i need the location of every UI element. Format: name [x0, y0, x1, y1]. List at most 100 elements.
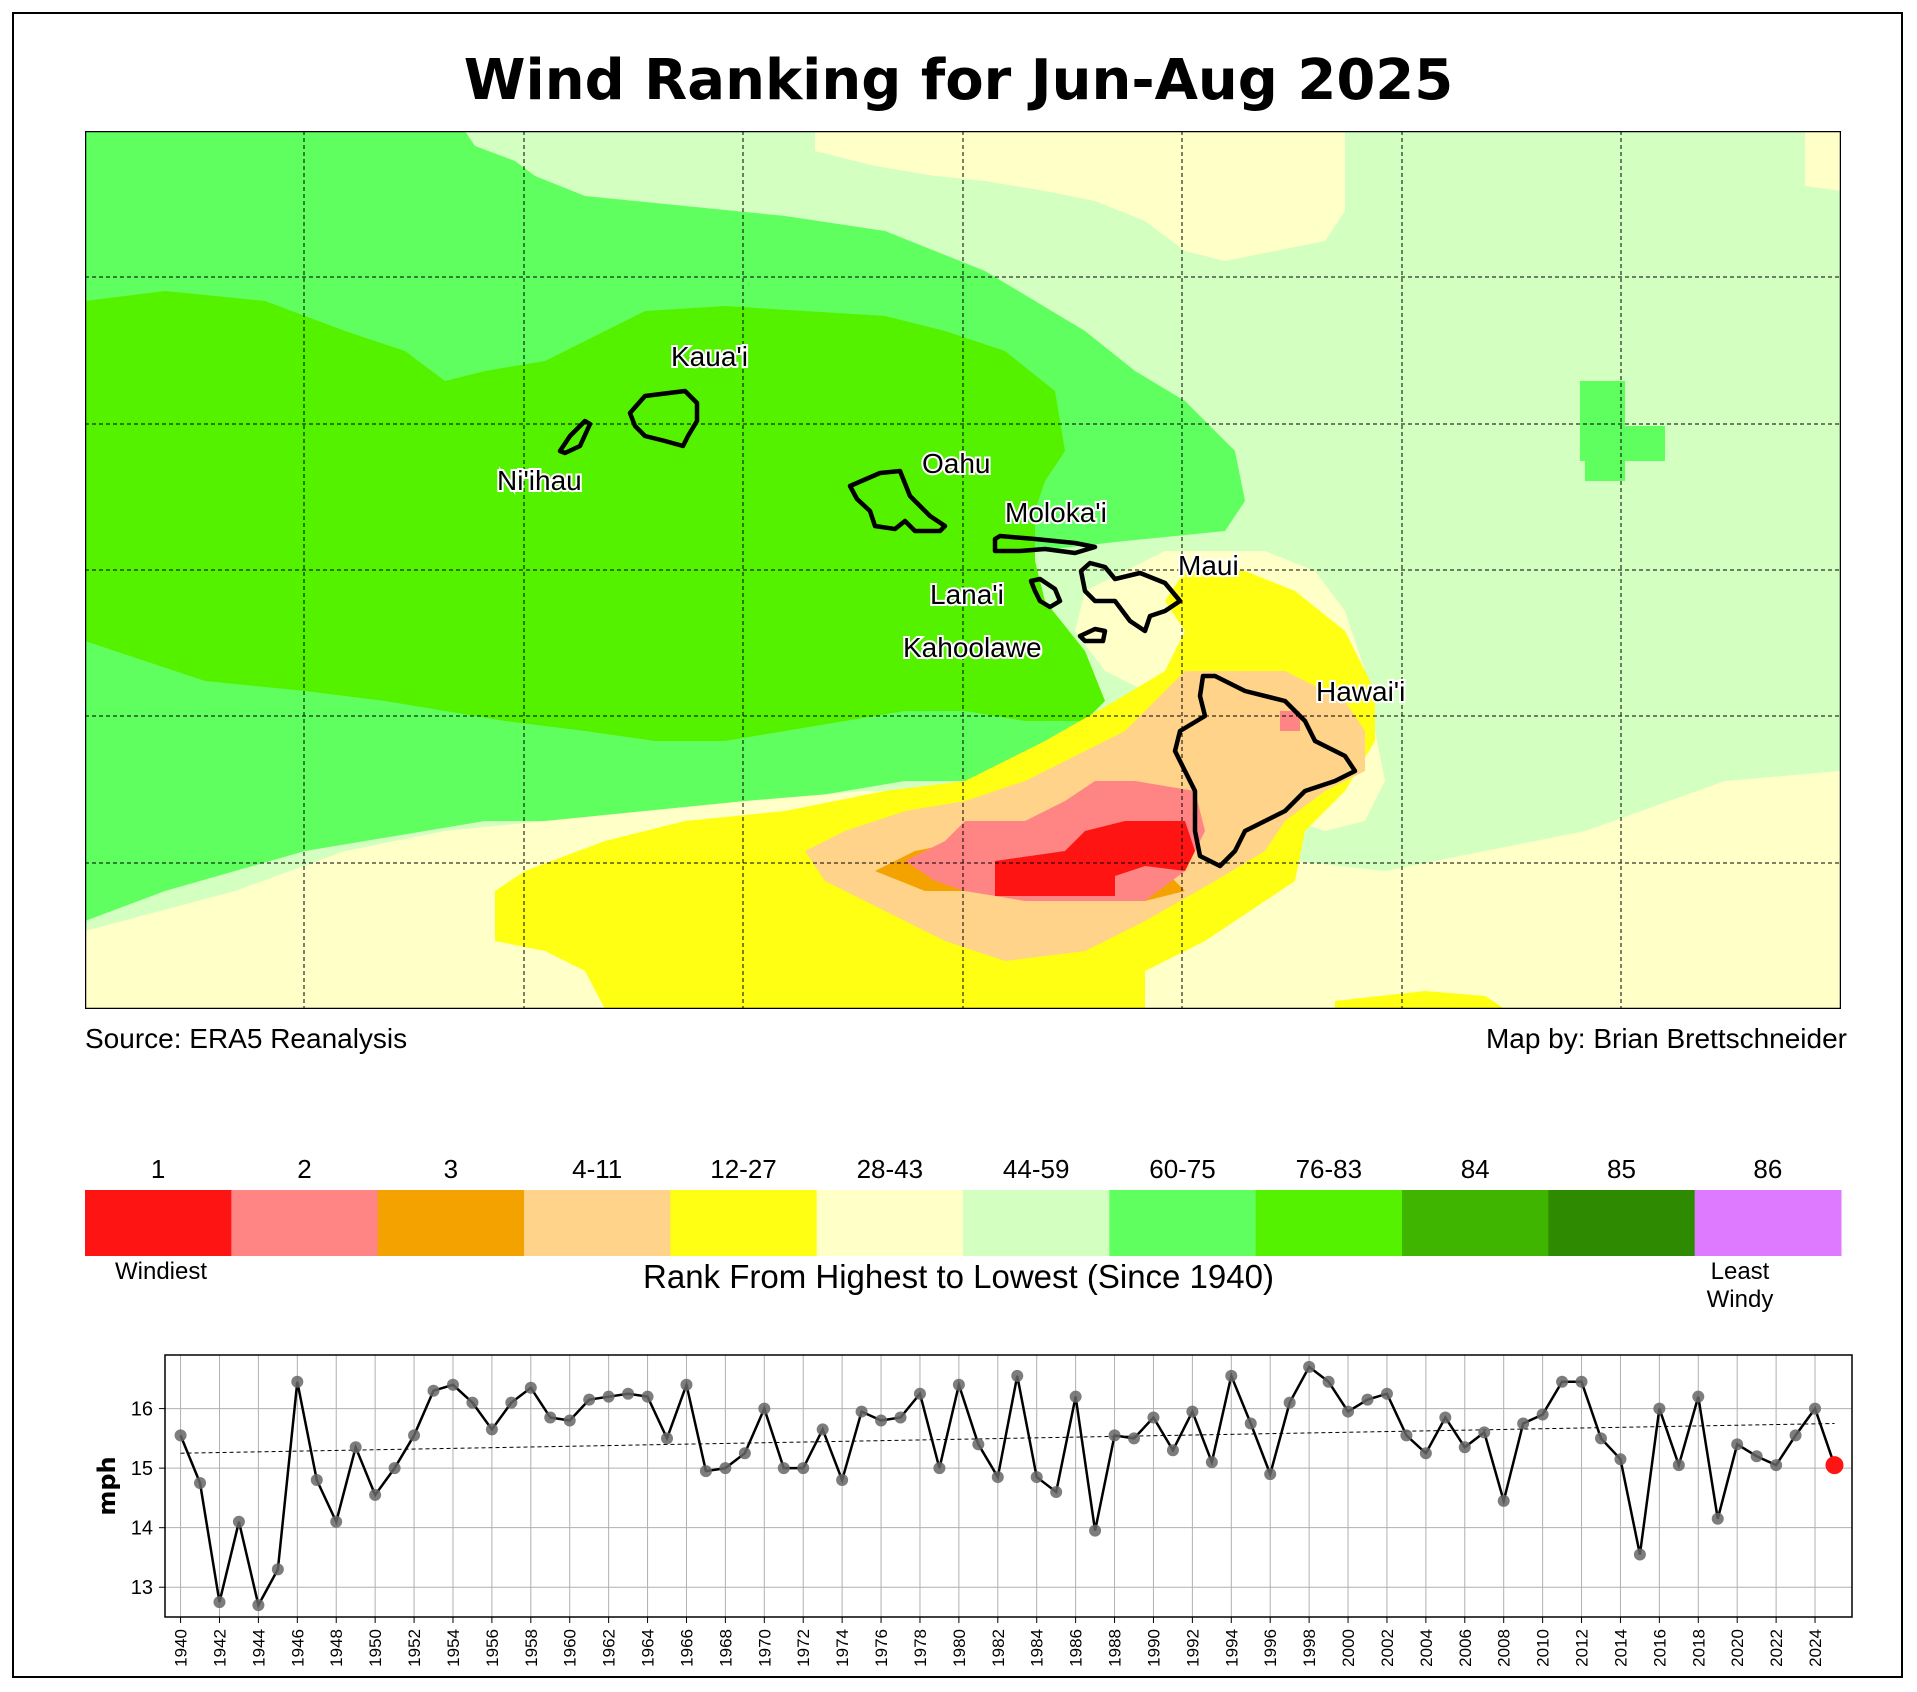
data-point: [1147, 1411, 1160, 1424]
credit-note: Map by: Brian Brettschneider: [1485, 1023, 1847, 1054]
trend-line: [180, 1422, 1835, 1454]
data-point: [174, 1429, 187, 1442]
x-tick-label: 1968: [716, 1629, 735, 1667]
x-tick-label: 1958: [522, 1629, 541, 1667]
data-point: [1030, 1471, 1043, 1484]
legend-low-label: Windiest: [115, 1258, 208, 1285]
data-point: [1303, 1360, 1316, 1373]
label-niihau: Ni'ihau: [497, 465, 582, 496]
data-point: [641, 1390, 654, 1403]
data-point: [213, 1596, 226, 1609]
legend-swatch-2: [377, 1190, 525, 1256]
legend-bin-label-4: 12-27: [710, 1154, 777, 1184]
x-tick-label: 2016: [1650, 1629, 1669, 1667]
data-point: [271, 1563, 284, 1576]
data-point: [1789, 1429, 1802, 1442]
data-point: [894, 1411, 907, 1424]
legend-bin-label-6: 44-59: [1003, 1154, 1070, 1184]
data-point: [1809, 1402, 1822, 1415]
data-point: [758, 1402, 771, 1415]
data-point: [622, 1387, 635, 1400]
data-point: [661, 1432, 674, 1445]
data-point: [680, 1378, 693, 1391]
x-tick-label: 2000: [1339, 1629, 1358, 1667]
x-tick-label: 2014: [1611, 1629, 1630, 1667]
legend-high-label-line1: Least: [1710, 1258, 1770, 1285]
data-point: [738, 1447, 751, 1460]
data-point: [1400, 1429, 1413, 1442]
data-point: [1361, 1393, 1374, 1406]
data-point: [1614, 1453, 1627, 1466]
data-point: [232, 1515, 245, 1528]
data-point: [1770, 1459, 1783, 1472]
label-oahu: Oahu: [922, 448, 991, 479]
legend-high-label: Least Windy: [1700, 1258, 1780, 1314]
legend-bin-label-8: 76-83: [1296, 1154, 1363, 1184]
legend-swatch-10: [1548, 1190, 1696, 1256]
x-tick-label: 1988: [1106, 1629, 1125, 1667]
data-point: [505, 1396, 518, 1409]
data-point: [310, 1474, 323, 1487]
y-tick-label: 16: [131, 1399, 153, 1421]
data-point: [485, 1423, 498, 1436]
label-hawaii: Hawai'i: [1316, 676, 1405, 707]
island-niihau: [557, 418, 593, 456]
island-molokai: [992, 533, 1098, 556]
data-point: [330, 1515, 343, 1528]
x-tick-label: 1972: [794, 1629, 813, 1667]
legend-swatch-6: [963, 1190, 1110, 1256]
legend-bin-label-5: 28-43: [857, 1154, 924, 1184]
wind-rank-map: Kaua'i Ni'ihau Oahu Moloka'i Maui Lana'i…: [85, 131, 1841, 1009]
current-year-point: [1825, 1456, 1844, 1475]
x-tick-label: 1954: [444, 1629, 463, 1667]
y-tick-label: 13: [131, 1577, 153, 1599]
island-oahu: [847, 468, 948, 534]
legend-bin-label-3: 4-11: [572, 1154, 622, 1184]
data-point: [1458, 1441, 1471, 1454]
plot-frame: [164, 1354, 1853, 1618]
data-point: [1750, 1450, 1763, 1463]
x-tick-label: 2006: [1456, 1629, 1475, 1667]
x-tick-label: 1998: [1300, 1629, 1319, 1667]
data-point: [719, 1462, 732, 1475]
x-tick-label: 2020: [1728, 1629, 1747, 1667]
data-point: [1517, 1417, 1530, 1430]
data-point: [1653, 1402, 1666, 1415]
x-tick-label: 1944: [249, 1629, 268, 1667]
x-tick-label: 1948: [327, 1629, 346, 1667]
data-point: [1731, 1438, 1744, 1451]
data-point: [1439, 1411, 1452, 1424]
data-point: [446, 1378, 459, 1391]
data-point: [1633, 1548, 1646, 1561]
data-point: [875, 1414, 888, 1427]
legend-swatch-5: [816, 1190, 964, 1256]
x-tick-label: 2002: [1378, 1629, 1397, 1667]
wind-time-series: 1940 1942 1944 1946 1948 1950 1952 1954 1956 1958…: [93, 1354, 1853, 1667]
x-tick-label: 2018: [1689, 1629, 1708, 1667]
label-kahoolawe: Kahoolawe: [903, 632, 1042, 663]
data-point: [1497, 1494, 1510, 1507]
data-point: [427, 1384, 440, 1397]
legend-bin-label-9: 84: [1461, 1154, 1490, 1184]
legend-caption: Rank From Highest to Lowest (Since 1940): [643, 1258, 1274, 1295]
x-tick-label: 1978: [911, 1629, 930, 1667]
x-tick-label: 1956: [483, 1629, 502, 1667]
data-point: [349, 1441, 362, 1454]
legend-bin-label-10: 85: [1607, 1154, 1636, 1184]
legend-swatch-1: [231, 1190, 379, 1256]
x-tick-label: 1984: [1028, 1629, 1047, 1667]
x-tick-label: 1960: [561, 1629, 580, 1667]
data-point: [194, 1477, 207, 1490]
x-tick-label: 1976: [872, 1629, 891, 1667]
label-lanai: Lana'i: [930, 579, 1004, 610]
data-point: [1672, 1459, 1685, 1472]
x-tick-label: 1962: [600, 1629, 619, 1667]
x-tick-label: 1964: [639, 1629, 658, 1667]
data-point: [1264, 1468, 1277, 1481]
y-tick-label: 14: [131, 1518, 153, 1540]
x-tick-label: 1946: [288, 1629, 307, 1667]
data-point: [699, 1465, 712, 1478]
figure-frame: [12, 12, 1903, 1678]
x-tick-label: 1986: [1067, 1629, 1086, 1667]
legend-swatch-4: [670, 1190, 818, 1256]
